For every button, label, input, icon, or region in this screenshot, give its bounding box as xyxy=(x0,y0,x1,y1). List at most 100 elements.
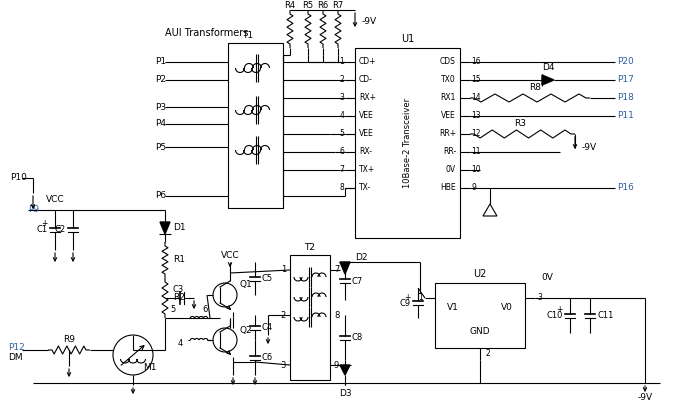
Text: VCC: VCC xyxy=(220,251,239,259)
Text: 3: 3 xyxy=(281,360,286,369)
Text: C9: C9 xyxy=(400,298,411,308)
Text: VEE: VEE xyxy=(441,111,456,120)
Text: R5: R5 xyxy=(302,0,314,10)
Text: D3: D3 xyxy=(339,389,351,397)
Text: 12: 12 xyxy=(471,130,480,138)
Text: P5: P5 xyxy=(155,142,166,152)
Text: 2: 2 xyxy=(486,350,491,358)
Text: 10Base-2 Transceiver: 10Base-2 Transceiver xyxy=(403,98,412,188)
Bar xyxy=(228,43,283,208)
Text: R4: R4 xyxy=(284,0,295,10)
Text: 7: 7 xyxy=(339,166,344,174)
Text: Q1: Q1 xyxy=(239,281,252,290)
Text: HBE: HBE xyxy=(440,184,456,192)
Text: RR-: RR- xyxy=(442,148,456,156)
Text: C2: C2 xyxy=(55,225,66,235)
Text: C7: C7 xyxy=(352,277,363,286)
Text: D2: D2 xyxy=(355,253,368,263)
Text: C4: C4 xyxy=(262,323,273,332)
Text: -9V: -9V xyxy=(638,393,652,401)
Text: 0V: 0V xyxy=(446,166,456,174)
Text: P3: P3 xyxy=(155,103,166,111)
Text: 3: 3 xyxy=(537,294,542,302)
Text: RX1: RX1 xyxy=(440,93,456,103)
Text: TX+: TX+ xyxy=(359,166,375,174)
Text: 4: 4 xyxy=(178,338,183,348)
Text: R3: R3 xyxy=(514,119,526,128)
Text: P4: P4 xyxy=(155,119,166,128)
Text: 2: 2 xyxy=(340,75,344,85)
Text: P6: P6 xyxy=(155,192,166,200)
Text: DM: DM xyxy=(8,354,22,363)
Text: 1: 1 xyxy=(340,57,344,67)
Text: 6: 6 xyxy=(339,148,344,156)
Text: U2: U2 xyxy=(473,269,486,279)
Polygon shape xyxy=(542,75,554,85)
Text: R6: R6 xyxy=(317,0,328,10)
Text: 13: 13 xyxy=(471,111,481,120)
Text: 6: 6 xyxy=(202,306,208,314)
Text: +: + xyxy=(556,305,563,314)
Text: Q2: Q2 xyxy=(239,326,251,334)
Text: P11: P11 xyxy=(617,111,634,120)
Text: D1: D1 xyxy=(173,223,186,233)
Polygon shape xyxy=(340,262,350,274)
Text: C5: C5 xyxy=(262,274,273,283)
Text: CD-: CD- xyxy=(359,75,373,85)
Text: P1: P1 xyxy=(155,57,166,67)
Text: 3: 3 xyxy=(339,93,344,103)
Text: C6: C6 xyxy=(262,353,273,362)
Text: 8: 8 xyxy=(334,310,340,320)
Text: 0V: 0V xyxy=(541,273,553,282)
Text: R8: R8 xyxy=(529,83,541,93)
Text: P20: P20 xyxy=(617,57,634,67)
Text: C3: C3 xyxy=(172,284,183,294)
Text: 4: 4 xyxy=(339,111,344,120)
Text: C11: C11 xyxy=(597,311,613,320)
Text: C10: C10 xyxy=(547,311,563,320)
Text: 1: 1 xyxy=(419,294,423,302)
Text: V0: V0 xyxy=(501,304,513,312)
Text: RR+: RR+ xyxy=(439,130,456,138)
Text: 15: 15 xyxy=(471,75,481,85)
Bar xyxy=(435,283,525,348)
Text: +: + xyxy=(405,292,411,302)
Text: P10: P10 xyxy=(10,174,27,182)
Text: C8: C8 xyxy=(352,333,363,342)
Text: 14: 14 xyxy=(471,93,481,103)
Text: CD+: CD+ xyxy=(359,57,377,67)
Text: P16: P16 xyxy=(617,184,634,192)
Text: 2: 2 xyxy=(281,310,286,320)
Text: VEE: VEE xyxy=(359,111,374,120)
Text: 10: 10 xyxy=(471,166,481,174)
Polygon shape xyxy=(340,365,350,375)
Text: 1: 1 xyxy=(281,265,286,275)
Text: RX-: RX- xyxy=(359,148,372,156)
Text: P18: P18 xyxy=(617,93,634,103)
Text: 11: 11 xyxy=(471,148,480,156)
Bar xyxy=(355,48,460,238)
Text: AUI Transformers: AUI Transformers xyxy=(165,28,248,38)
Text: R2: R2 xyxy=(173,294,185,302)
Text: R7: R7 xyxy=(332,0,344,10)
Bar xyxy=(290,255,330,380)
Text: TX0: TX0 xyxy=(441,75,456,85)
Text: 5: 5 xyxy=(170,306,175,314)
Text: D4: D4 xyxy=(542,63,554,73)
Text: 5: 5 xyxy=(339,130,344,138)
Text: P12: P12 xyxy=(8,342,25,352)
Text: R9: R9 xyxy=(63,336,75,344)
Text: GND: GND xyxy=(470,326,490,336)
Polygon shape xyxy=(160,222,170,234)
Text: 8: 8 xyxy=(340,184,344,192)
Text: M1: M1 xyxy=(143,363,157,371)
Text: U1: U1 xyxy=(401,34,414,44)
Text: 9: 9 xyxy=(471,184,476,192)
Text: VCC: VCC xyxy=(46,196,64,205)
Text: C1: C1 xyxy=(37,225,48,235)
Text: +: + xyxy=(41,219,48,229)
Text: -9V: -9V xyxy=(582,144,597,152)
Text: T1: T1 xyxy=(242,32,253,41)
Text: RX+: RX+ xyxy=(359,93,376,103)
Text: P2: P2 xyxy=(155,75,166,85)
